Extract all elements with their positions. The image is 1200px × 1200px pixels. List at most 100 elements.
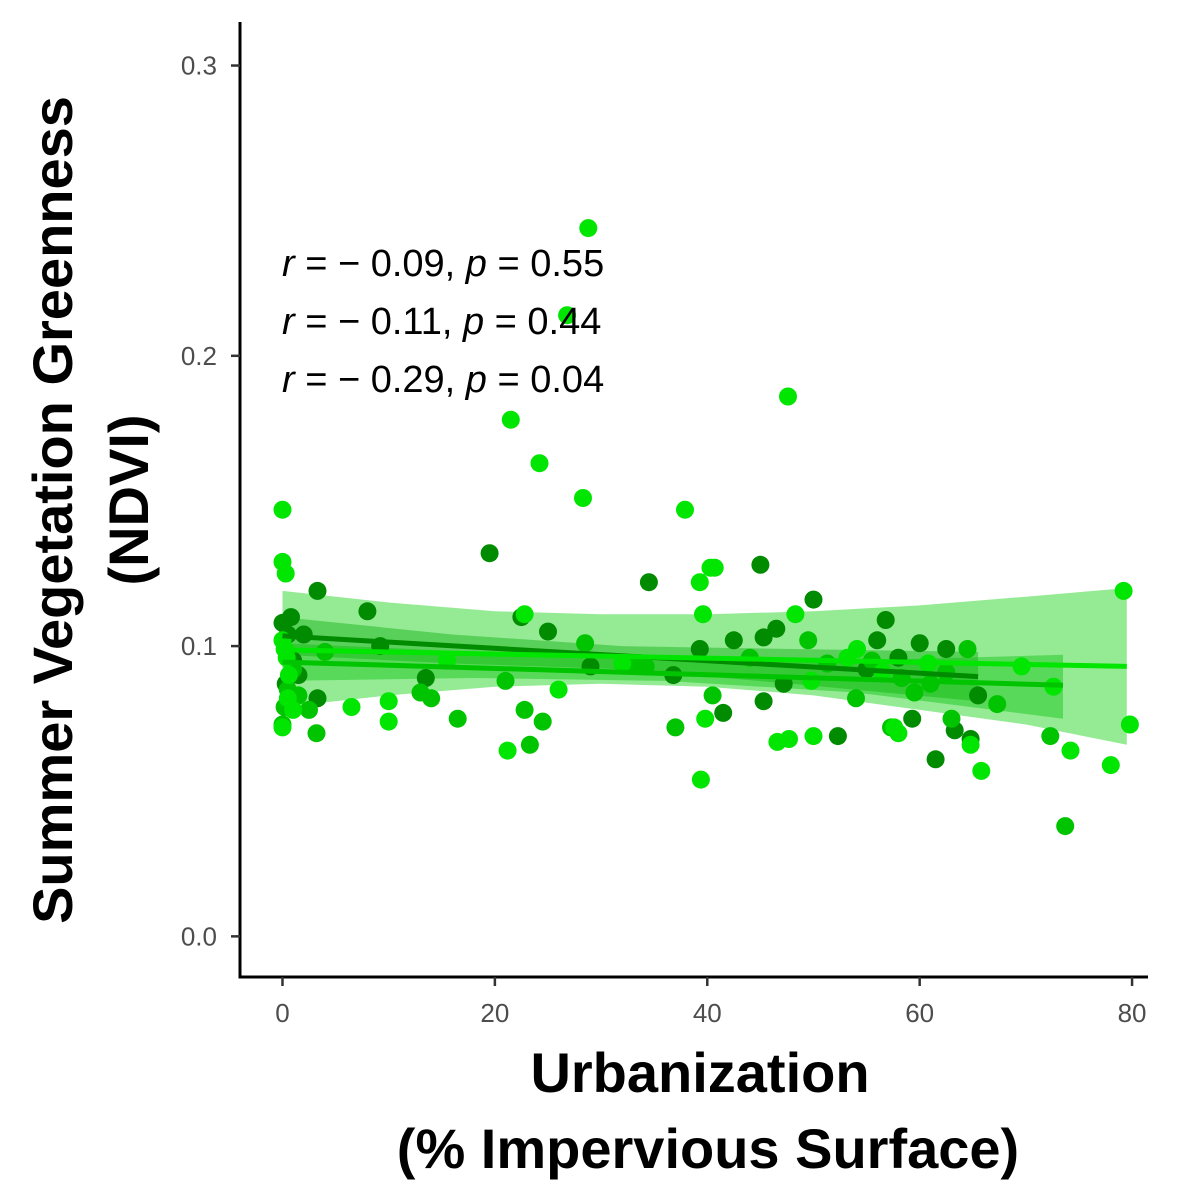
data-point-series-1: [282, 608, 300, 627]
x-tick-label: 40: [693, 998, 722, 1028]
x-tick-label: 60: [905, 998, 934, 1028]
data-point-series-2: [905, 683, 924, 702]
data-point-series-3: [889, 724, 908, 743]
data-point-series-2: [666, 718, 685, 737]
data-point-series-3: [694, 605, 712, 624]
data-point-series-3: [549, 680, 568, 699]
correlation-annotation-1: r = − 0.09, p = 0.55: [282, 243, 604, 285]
data-point-series-3: [786, 605, 805, 624]
data-point-series-3: [515, 605, 534, 624]
y-tick-label: 0.2: [181, 341, 217, 371]
regression-lines: [282, 633, 1127, 688]
data-point-series-3: [273, 718, 292, 737]
data-point-series-2: [1041, 727, 1060, 746]
x-axis-title-line-1: Urbanization: [530, 1041, 869, 1104]
data-point-series-3: [276, 564, 295, 583]
data-point-series-3: [802, 671, 821, 690]
data-point-series-1: [876, 611, 895, 629]
y-tick-label: 0.1: [181, 631, 217, 661]
y-tick-label: 0.0: [181, 921, 217, 951]
data-point-series-3: [379, 712, 398, 731]
data-point-series-1: [868, 631, 887, 650]
data-point-series-3: [530, 454, 549, 473]
data-point-series-3: [342, 698, 361, 716]
data-points: [273, 219, 1139, 836]
data-point-series-3: [284, 700, 303, 719]
data-point-series-2: [515, 700, 534, 719]
data-point-series-3: [498, 741, 517, 760]
data-point-series-1: [804, 590, 823, 609]
y-tick-label: 0.3: [181, 51, 217, 81]
axes: [238, 22, 1148, 979]
data-point-series-3: [848, 640, 866, 658]
data-point-series-3: [1061, 741, 1080, 760]
data-point-series-3: [705, 558, 724, 577]
data-point-series-3: [579, 219, 598, 238]
data-point-series-2: [988, 695, 1007, 714]
data-point-series-1: [480, 544, 499, 563]
regression-line-3: [282, 647, 1127, 669]
data-point-series-1: [308, 581, 327, 600]
data-point-series-2: [307, 724, 326, 743]
data-point-series-2: [520, 735, 539, 754]
data-point-series-2: [1056, 817, 1075, 836]
data-point-series-1: [539, 622, 557, 641]
x-axis-title-line-2: (% Impervious Surface): [397, 1117, 1019, 1180]
data-point-series-2: [533, 712, 552, 731]
data-point-series-2: [942, 709, 961, 728]
data-point-series-3: [804, 727, 823, 746]
data-point-series-3: [972, 761, 991, 780]
data-point-series-2: [496, 671, 515, 690]
data-point-series-3: [558, 306, 577, 325]
data-point-series-3: [691, 770, 710, 789]
data-point-series-3: [1101, 756, 1120, 775]
data-point-series-2: [576, 634, 595, 653]
data-point-series-1: [969, 686, 988, 705]
data-point-series-3: [1120, 715, 1139, 734]
data-point-series-3: [574, 489, 592, 507]
data-point-series-1: [358, 602, 377, 621]
data-point-series-1: [724, 631, 743, 650]
x-tick-label: 80: [1118, 998, 1147, 1028]
data-point-series-3: [379, 692, 398, 711]
x-tick-label: 0: [275, 998, 289, 1028]
x-tick-label: 20: [480, 998, 509, 1028]
data-point-series-2: [422, 689, 441, 708]
regression-line-2: [282, 659, 1064, 688]
data-point-series-1: [639, 573, 658, 592]
data-point-series-3: [1114, 581, 1133, 600]
data-point-series-3: [279, 666, 298, 685]
data-point-series-2: [703, 686, 722, 705]
data-point-series-1: [690, 640, 709, 658]
data-point-series-1: [754, 692, 773, 711]
correlation-annotations: r = − 0.09, p = 0.55 r = − 0.11, p = 0.44…: [282, 243, 604, 401]
data-point-series-3: [676, 500, 694, 519]
correlation-annotation-2: r = − 0.11, p = 0.44: [282, 301, 601, 343]
data-point-series-1: [751, 555, 770, 574]
confidence-band-3: [282, 588, 1127, 745]
y-axis-title-line-2: (NDVI): [97, 414, 160, 585]
data-point-series-1: [767, 619, 786, 638]
data-point-series-1: [416, 669, 435, 687]
data-point-series-1: [714, 703, 733, 722]
data-point-series-3: [690, 573, 709, 592]
data-point-series-1: [926, 750, 945, 769]
data-point-series-1: [754, 628, 773, 647]
data-point-series-1: [828, 727, 847, 746]
data-point-series-3: [768, 732, 787, 751]
data-point-series-2: [300, 700, 318, 719]
correlation-annotation-3: r = − 0.29, p = 0.04: [282, 359, 604, 401]
data-point-series-1: [903, 709, 922, 728]
data-point-series-1: [910, 634, 929, 653]
data-point-series-3: [961, 735, 980, 754]
data-point-series-3: [779, 387, 797, 406]
axis-ticks: 0 20 40 60 80 0.0 0.1 0.2 0.3: [181, 51, 1147, 1028]
data-point-series-3: [696, 709, 715, 728]
data-point-series-2: [847, 689, 865, 708]
data-point-series-1: [937, 640, 956, 658]
y-axis-title-line-1: Summer Vegetation Greenness: [21, 96, 84, 924]
data-point-series-3: [501, 410, 520, 429]
data-point-series-2: [958, 640, 977, 658]
data-point-series-2: [448, 709, 467, 728]
